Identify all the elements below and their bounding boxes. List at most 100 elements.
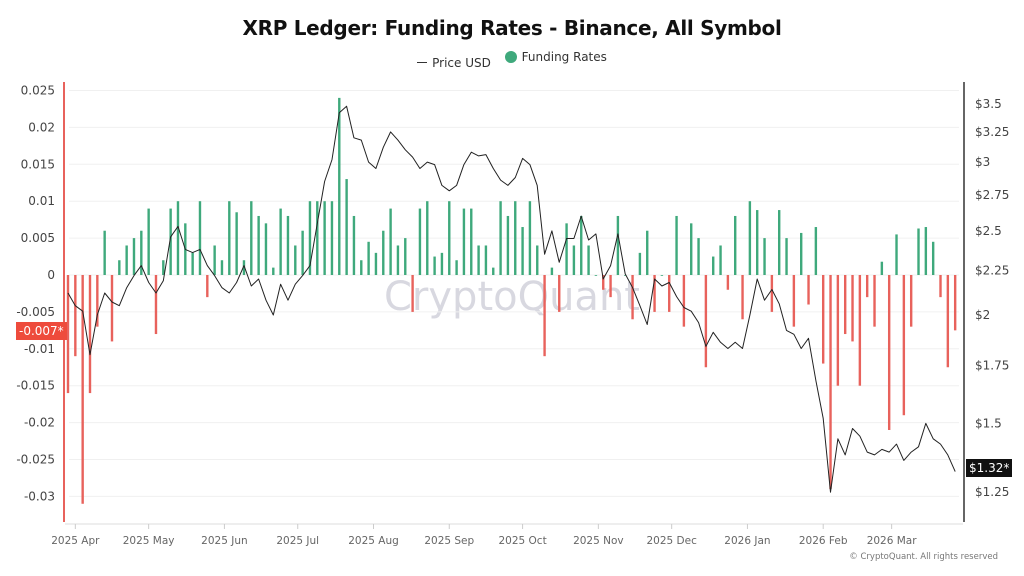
- legend-label-funding: Funding Rates: [521, 50, 607, 64]
- funding-bar: [756, 210, 759, 275]
- funding-bar: [836, 275, 840, 386]
- right-tick-label: $3: [975, 155, 990, 169]
- funding-bar: [286, 215, 290, 275]
- dot-swatch-icon: [504, 51, 517, 63]
- funding-bar: [858, 275, 862, 386]
- funding-bar: [176, 201, 180, 275]
- funding-bar: [946, 275, 950, 368]
- funding-bar: [521, 227, 524, 275]
- funding-bar: [250, 201, 253, 275]
- right-tick-label: $3.25: [975, 125, 1009, 139]
- funding-bar: [748, 201, 752, 275]
- funding-bar: [206, 275, 209, 298]
- left-tick-label: 0.015: [21, 157, 55, 171]
- funding-bar: [367, 241, 370, 275]
- funding-bar: [426, 201, 429, 275]
- legend-item-funding[interactable]: Funding Rates: [504, 50, 607, 64]
- funding-bar: [843, 275, 847, 335]
- line-swatch-icon: [417, 62, 428, 63]
- funding-bar: [917, 228, 920, 275]
- funding-bar: [587, 245, 590, 275]
- funding-bar: [953, 275, 957, 331]
- funding-bar: [668, 275, 671, 312]
- x-tick-label: 2025 Dec: [646, 535, 697, 547]
- legend-label-price: Price USD: [432, 55, 491, 70]
- left-tick-label: -0.02: [24, 416, 55, 430]
- funding-bar: [396, 245, 400, 275]
- funding-bar: [352, 215, 356, 275]
- funding-bar: [169, 208, 172, 275]
- copyright: © CryptoQuant. All rights reserved: [849, 552, 998, 562]
- funding-bar: [198, 201, 202, 275]
- funding-bar: [418, 208, 422, 275]
- funding-bar: [103, 230, 106, 275]
- x-tick-label: 2025 Jun: [201, 535, 247, 547]
- legend-item-price[interactable]: Price USD: [417, 56, 491, 70]
- x-tick-label: 2025 Apr: [51, 535, 100, 547]
- funding-bar: [213, 245, 216, 275]
- funding-bar: [345, 179, 348, 275]
- funding-bar: [624, 275, 627, 276]
- x-tick-label: 2025 Aug: [348, 535, 399, 547]
- funding-bar: [653, 275, 656, 312]
- funding-bar: [118, 260, 121, 275]
- left-tick-label: 0.025: [21, 84, 55, 98]
- chart-title: XRP Ledger: Funding Rates - Binance, All…: [242, 16, 782, 40]
- funding-bar: [389, 208, 392, 275]
- right-tick-label: $2.25: [975, 264, 1009, 278]
- funding-bar: [257, 215, 260, 275]
- funding-bar: [931, 241, 935, 275]
- x-tick-label: 2025 Jul: [276, 535, 319, 547]
- legend: Price USD Funding Rates: [0, 50, 1024, 70]
- left-tick-label: -0.01: [24, 342, 55, 356]
- funding-bar: [821, 275, 825, 364]
- funding-bar: [807, 275, 810, 305]
- last-price-label: $1.32*: [966, 459, 1013, 477]
- price-line: [67, 105, 956, 493]
- funding-bar: [778, 210, 781, 275]
- funding-bar: [800, 232, 803, 275]
- funding-bar: [829, 275, 832, 490]
- funding-bar: [462, 208, 466, 275]
- funding-bar: [763, 238, 766, 275]
- funding-bar: [528, 201, 532, 275]
- funding-bar: [690, 223, 693, 275]
- funding-bar: [741, 275, 744, 320]
- funding-bar: [543, 275, 546, 357]
- funding-bar: [697, 238, 700, 275]
- funding-bar: [851, 275, 854, 342]
- funding-bar: [514, 201, 517, 275]
- left-tick-label: 0.02: [28, 120, 55, 134]
- funding-bar: [506, 215, 510, 275]
- funding-bar: [602, 275, 605, 290]
- funding-bar: [455, 260, 458, 275]
- funding-bar: [873, 275, 876, 327]
- funding-bar: [594, 275, 598, 276]
- funding-bar: [939, 275, 942, 298]
- funding-bar: [734, 215, 737, 275]
- funding-bar: [360, 260, 363, 275]
- funding-bar: [675, 215, 678, 275]
- right-tick-label: $2.5: [975, 224, 1002, 238]
- funding-bar: [492, 267, 495, 275]
- funding-bar: [154, 275, 158, 335]
- funding-bar: [228, 201, 231, 275]
- funding-bar: [308, 201, 312, 275]
- funding-bar: [162, 260, 165, 275]
- funding-bar: [909, 275, 913, 327]
- funding-bar: [411, 275, 414, 312]
- funding-bar: [609, 275, 612, 298]
- funding-bar: [338, 97, 341, 275]
- funding-bar: [374, 252, 378, 275]
- funding-bar: [616, 215, 620, 275]
- funding-bar: [330, 201, 334, 275]
- funding-bar: [880, 261, 884, 275]
- x-tick-label: 2025 May: [123, 535, 175, 547]
- funding-bar: [272, 267, 275, 275]
- funding-bar: [81, 275, 84, 504]
- funding-bar: [279, 208, 282, 275]
- funding-bar: [140, 230, 143, 275]
- funding-bar: [726, 275, 730, 290]
- funding-bar: [448, 201, 451, 275]
- right-tick-label: $1.75: [975, 358, 1009, 372]
